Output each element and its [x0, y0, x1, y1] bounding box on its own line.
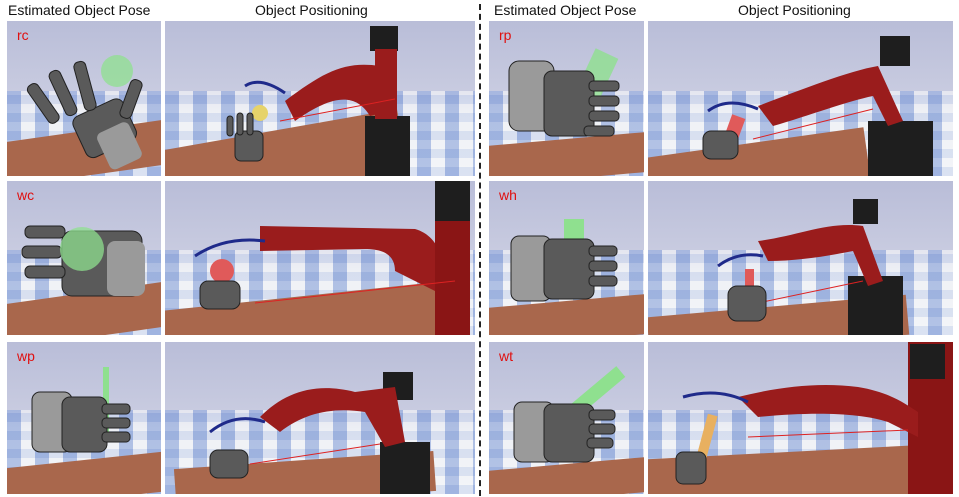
panel-label-rp: rp: [499, 27, 512, 43]
column-divider: [479, 4, 481, 496]
header-estimated-object-pose-right: Estimated Object Pose: [494, 2, 637, 18]
pose-panel-rp: rp: [489, 21, 644, 176]
header-object-positioning-left: Object Positioning: [255, 2, 368, 18]
pose-panel-wh: wh: [489, 181, 644, 335]
header-object-positioning-right: Object Positioning: [738, 2, 851, 18]
robot-scene-wp: [209, 372, 430, 494]
robot-scene-rp: [702, 36, 933, 176]
robot-scene-wh: [717, 199, 903, 335]
positioning-panel-wc: [165, 181, 475, 335]
robot-scene-rc: [226, 26, 410, 176]
hand-pose-rp: [508, 48, 620, 137]
header-estimated-object-pose-left: Estimated Object Pose: [8, 2, 151, 18]
hand-pose-wc: [21, 225, 145, 297]
robot-scene-wc: [194, 181, 470, 335]
positioning-panel-rc: [165, 21, 475, 176]
pose-panel-wp: wp: [7, 342, 161, 494]
hand-pose-wh: [510, 219, 618, 302]
panel-label-wp: wp: [17, 348, 35, 364]
positioning-panel-wp: [165, 342, 475, 494]
hand-pose-rc: [26, 55, 143, 170]
positioning-panel-rp: [648, 21, 953, 176]
panel-label-rc: rc: [17, 27, 29, 43]
hand-pose-wp: [31, 367, 131, 453]
panel-label-wc: wc: [17, 187, 35, 203]
panel-label-wt: wt: [499, 348, 513, 364]
pose-panel-wc: wc: [7, 181, 161, 335]
pose-panel-rc: rc: [7, 21, 161, 176]
hand-pose-wt: [513, 366, 626, 463]
robot-scene-wt: [675, 342, 953, 494]
pose-panel-wt: wt: [489, 342, 644, 494]
positioning-panel-wh: [648, 181, 953, 335]
positioning-panel-wt: [648, 342, 953, 494]
panel-label-wh: wh: [499, 187, 517, 203]
